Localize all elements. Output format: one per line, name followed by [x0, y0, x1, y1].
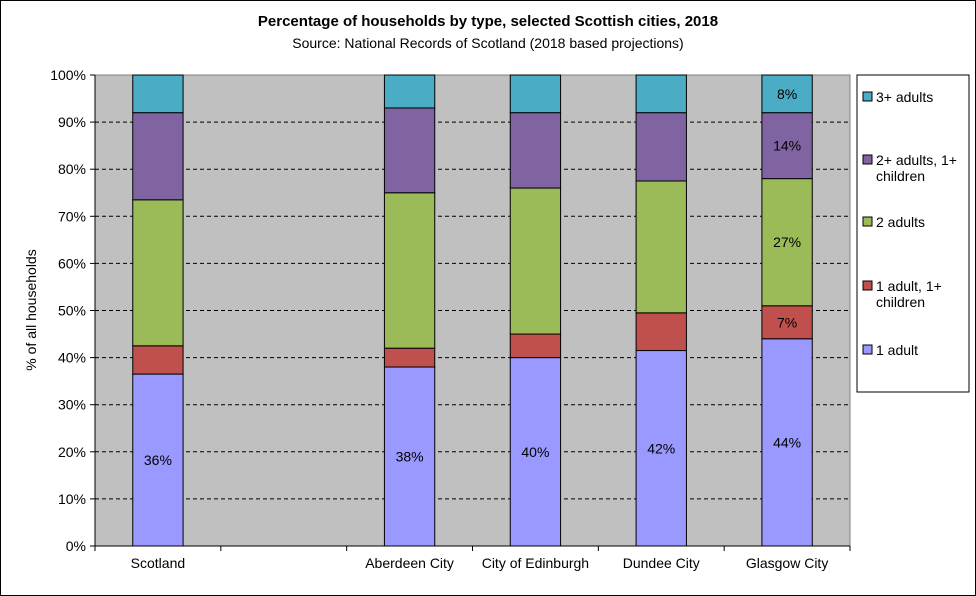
y-tick-label: 100% — [50, 67, 86, 83]
y-tick-label: 90% — [58, 114, 86, 130]
bar-segment — [635, 180, 687, 314]
bar-segment — [635, 350, 687, 547]
legend-label: 3+ adults — [876, 89, 933, 105]
x-tick-label: Scotland — [131, 555, 185, 571]
bar-segment — [635, 112, 687, 182]
data-label: 38% — [396, 449, 424, 465]
data-label: 36% — [144, 452, 172, 468]
bar-segment — [509, 187, 562, 335]
bar-segment — [761, 112, 813, 180]
bar-segment — [509, 333, 562, 359]
legend-swatch — [862, 91, 873, 102]
x-tick-label: Glasgow City — [746, 555, 828, 571]
legend-label: 1 adult, 1+ children — [876, 278, 942, 310]
bar-segment — [761, 74, 813, 114]
x-tick-label: Aberdeen City — [365, 555, 454, 571]
bar-segment — [509, 357, 562, 547]
plot-area — [94, 74, 851, 547]
y-tick-label: 60% — [58, 255, 86, 271]
y-tick-label: 30% — [58, 397, 86, 413]
y-axis-label: % of all households — [23, 249, 39, 370]
bar-segment — [132, 345, 184, 375]
data-label: 40% — [521, 444, 549, 460]
chart-title: Percentage of households by type, select… — [257, 13, 719, 30]
data-label: 14% — [773, 138, 801, 154]
bar-segment — [132, 199, 184, 347]
legend-label: 1 adult — [876, 342, 918, 358]
data-label: 7% — [777, 314, 797, 330]
x-tick-label: City of Edinburgh — [482, 555, 589, 571]
y-tick-label: 70% — [58, 208, 86, 224]
bar-segment — [383, 107, 436, 194]
bar-segment — [509, 74, 562, 114]
y-tick-label: 40% — [58, 350, 86, 366]
legend-label: 2+ adults, 1+ children — [876, 152, 957, 184]
x-tick-label: Dundee City — [623, 555, 700, 571]
segment-labels: 36% 38% 40% 42% 44% 7% 27% 14% 8% — [144, 86, 801, 468]
bar-segment — [132, 74, 184, 114]
bar-segment — [509, 112, 562, 189]
legend-swatch — [862, 344, 873, 355]
bar-segment — [383, 192, 436, 349]
bars — [132, 74, 813, 547]
y-tick-label: 0% — [66, 538, 86, 554]
data-label: 44% — [773, 434, 801, 450]
legend-box — [856, 74, 970, 393]
axes: 0% 10% 20% 30% 40% 50% 60% 70% 80% 90% 100% Scotlan… — [50, 67, 851, 571]
legend-label: 2 adults — [876, 214, 925, 230]
bar-segment — [383, 347, 436, 368]
y-tick-label: 80% — [58, 161, 86, 177]
bar-segment — [132, 373, 184, 547]
bar-segment — [635, 74, 687, 114]
data-label: 8% — [777, 86, 797, 102]
bar-segment — [761, 305, 813, 340]
legend-swatch — [862, 216, 873, 227]
bar-segment — [761, 178, 813, 307]
bar-segment — [132, 112, 184, 201]
y-tick-label: 20% — [58, 444, 86, 460]
bar-segment — [761, 338, 813, 547]
bar-segment — [383, 74, 436, 109]
data-label: 27% — [773, 234, 801, 250]
legend-swatch — [862, 154, 873, 165]
legend: 3+ adults 2+ adults, 1+ children 2 adults 1 … — [856, 74, 970, 393]
y-tick-label: 10% — [58, 491, 86, 507]
legend-swatch — [862, 280, 873, 291]
chart-subtitle: Source: National Records of Scotland (20… — [292, 35, 684, 51]
y-tick-label: 50% — [58, 303, 86, 319]
data-label: 42% — [647, 440, 675, 456]
bar-segment — [635, 312, 687, 352]
